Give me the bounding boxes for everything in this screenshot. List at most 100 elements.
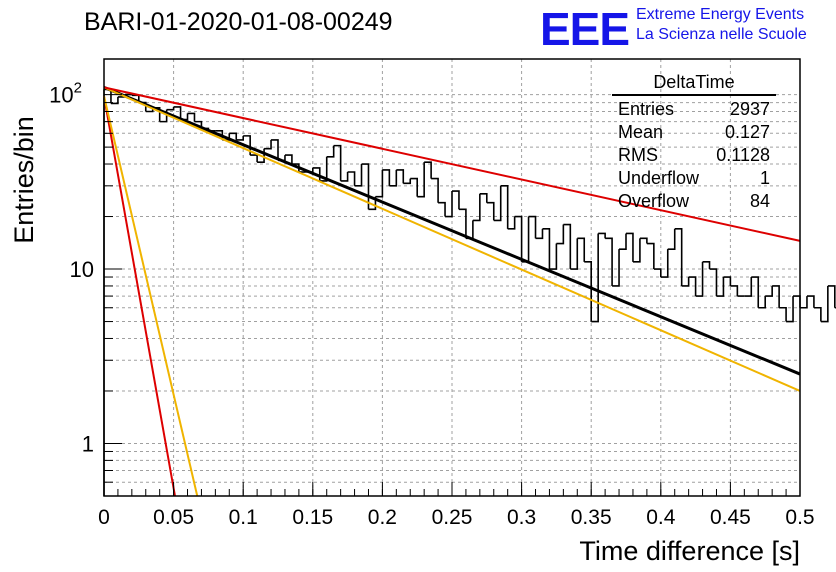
histogram-bin	[173, 106, 182, 120]
y-axis-label: Entries/bin	[9, 116, 39, 244]
histogram-bin	[382, 169, 391, 186]
histogram-bin	[556, 224, 565, 245]
histogram-bin	[646, 242, 655, 270]
fit-line	[103, 86, 801, 392]
histogram-bin	[229, 132, 238, 140]
histogram-bin	[187, 112, 196, 122]
y-tick-label-exponent: 2	[74, 80, 82, 97]
histogram-bin	[577, 237, 586, 262]
histogram-bin	[667, 228, 676, 250]
histogram-bin	[570, 238, 579, 270]
x-tick-label: 0.05	[153, 506, 194, 529]
histogram-bin	[632, 238, 641, 263]
histogram-bin	[445, 191, 453, 218]
histogram-bin	[361, 163, 370, 210]
histogram-bin	[389, 169, 398, 187]
histogram-bin	[584, 261, 592, 322]
stats-value: 0.127	[724, 122, 770, 142]
histogram-bin	[396, 169, 405, 184]
histogram-bin	[716, 277, 725, 297]
histogram-bin	[542, 228, 551, 270]
histogram-bin	[786, 296, 794, 323]
histogram-bin	[486, 201, 495, 221]
histogram-bin	[403, 178, 412, 185]
histogram-bin	[472, 193, 481, 222]
histogram-bin	[452, 190, 460, 210]
fit-line	[103, 85, 801, 376]
x-tick-label: 0.35	[571, 506, 612, 529]
logo-line-1: Extreme Energy Events	[636, 6, 805, 23]
histogram-bin	[410, 177, 418, 197]
histogram-bin	[250, 154, 258, 163]
histogram-bin	[507, 216, 516, 230]
histogram-bin	[284, 154, 293, 165]
histogram-bin	[765, 285, 773, 297]
histogram-bin	[612, 249, 620, 287]
histogram-bin	[431, 177, 439, 203]
histogram-bin	[660, 249, 669, 278]
stats-row: Mean 0.127	[612, 121, 776, 144]
stats-value: 1	[759, 168, 770, 188]
histogram-bin	[375, 169, 384, 198]
histogram-bin	[438, 201, 446, 217]
x-tick-label: 0	[98, 506, 110, 529]
histogram-bin	[340, 172, 349, 182]
histogram-bin	[806, 295, 815, 308]
x-tick-label: 0.3	[507, 506, 536, 529]
stats-label: Underflow	[618, 168, 700, 188]
y-tick-label: 102	[49, 80, 82, 108]
stats-row: Entries 2937	[612, 98, 776, 121]
histogram-bin	[709, 268, 718, 297]
y-tick-label: 10	[70, 257, 94, 282]
histogram-bin	[793, 295, 801, 308]
histogram-bin	[800, 296, 808, 309]
fit-line	[103, 86, 801, 242]
histogram-bin	[479, 193, 488, 203]
stats-label: Entries	[618, 99, 675, 119]
histogram-bin	[528, 215, 537, 239]
run-title: BARI-01-2020-01-08-00249	[84, 8, 393, 36]
histogram-bin	[681, 277, 690, 287]
x-tick-label: 0.45	[710, 506, 751, 529]
histogram-bin	[264, 139, 272, 150]
histogram-bin	[688, 276, 697, 297]
histogram-bin	[347, 171, 356, 186]
logo-line-2: La Scienza nelle Scuole	[636, 26, 807, 43]
histogram-bin	[166, 106, 175, 111]
histogram-bin	[653, 268, 662, 278]
histogram-bin	[827, 285, 836, 308]
histogram-bin	[236, 135, 244, 141]
histogram-bin	[772, 285, 780, 308]
histogram-bin	[368, 196, 377, 211]
y-tick-label-base: 10	[49, 83, 73, 108]
stats-title: DeltaTime	[653, 72, 735, 92]
histogram-bin	[500, 185, 509, 229]
histogram-bin	[758, 296, 766, 309]
axis-ticks	[103, 94, 801, 497]
histogram-bin	[563, 223, 572, 270]
histogram-bin	[110, 96, 119, 105]
histogram-bin	[354, 164, 363, 187]
stats-row: Underflow 1	[612, 167, 776, 190]
histogram-bin	[417, 162, 425, 198]
x-tick-label: 0.15	[292, 506, 333, 529]
histogram-bin	[779, 306, 787, 322]
histogram-bin	[591, 233, 599, 323]
axis-tick-labels: 0 0.05 0.1 0.15 0.2 0.25 0.3 0.35 0.4 0.45 0.51101…	[49, 80, 814, 529]
stats-value: 2937	[729, 99, 770, 119]
x-axis-label: Time difference [s]	[579, 536, 800, 566]
stats-row: RMS 0.1128	[612, 144, 776, 167]
histogram-bin	[319, 156, 328, 182]
stats-divider	[612, 94, 776, 96]
histogram-bin	[424, 161, 432, 179]
histogram-bin	[639, 237, 648, 244]
x-tick-label: 0.1	[229, 506, 258, 529]
histogram-bin	[291, 163, 300, 173]
histogram-bin	[326, 145, 335, 158]
y-tick-label: 1	[82, 431, 94, 456]
histogram-bin	[521, 216, 530, 263]
histogram-bin	[751, 276, 760, 308]
x-tick-label: 0.2	[368, 506, 397, 529]
histogram-bin	[598, 232, 606, 239]
fit-lines	[103, 85, 801, 497]
